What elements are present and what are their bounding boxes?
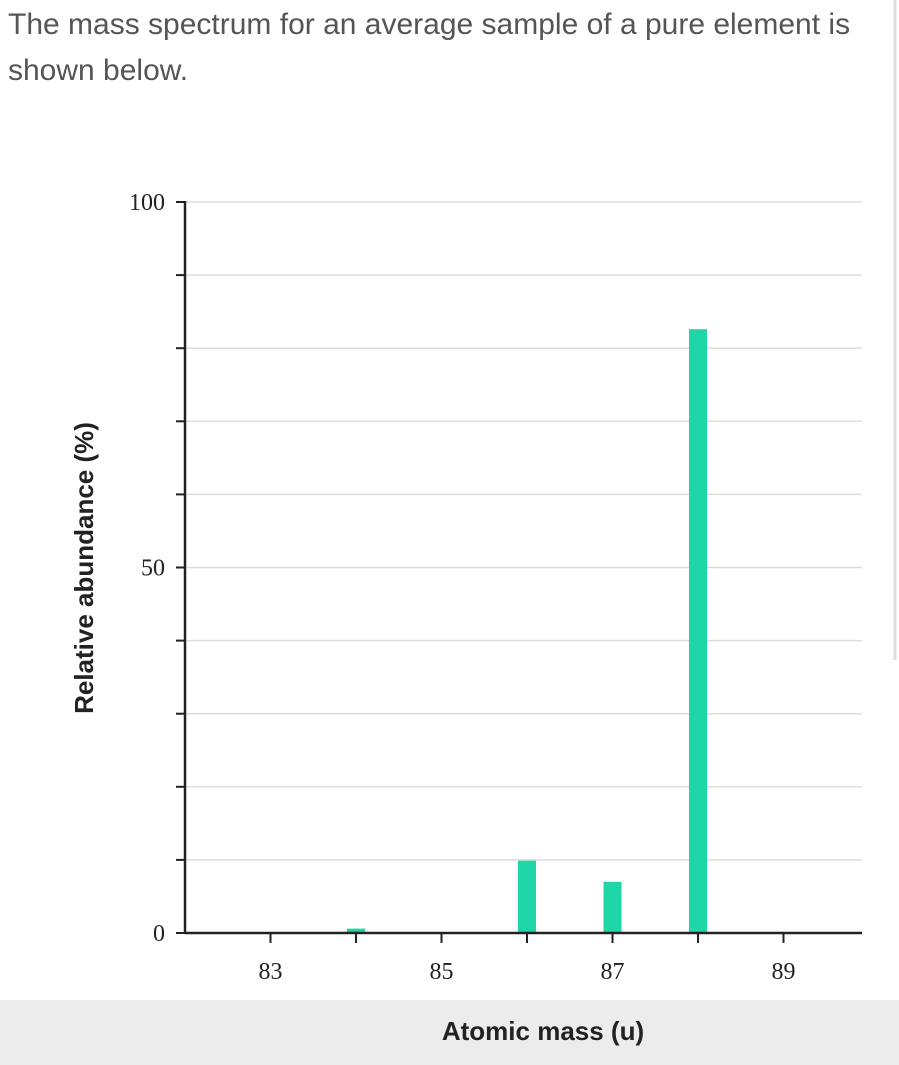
x-tick-label: 89 xyxy=(772,959,796,985)
x-tick-label: 85 xyxy=(430,959,454,985)
intro-text: The mass spectrum for an average sample … xyxy=(8,8,851,87)
x-tick-label: 87 xyxy=(601,959,625,985)
bottom-bar xyxy=(0,1000,899,1065)
y-tick-label: 100 xyxy=(129,190,165,216)
bar xyxy=(518,860,536,933)
bar xyxy=(689,329,707,934)
y-tick-label: 0 xyxy=(153,921,165,947)
bar xyxy=(603,881,622,933)
x-tick-label: 83 xyxy=(259,959,283,985)
y-axis-title: Relative abundance (%) xyxy=(69,422,99,714)
x-axis-title: Atomic mass (u) xyxy=(442,1016,644,1046)
y-tick-label: 50 xyxy=(141,556,165,582)
bar xyxy=(347,928,365,933)
